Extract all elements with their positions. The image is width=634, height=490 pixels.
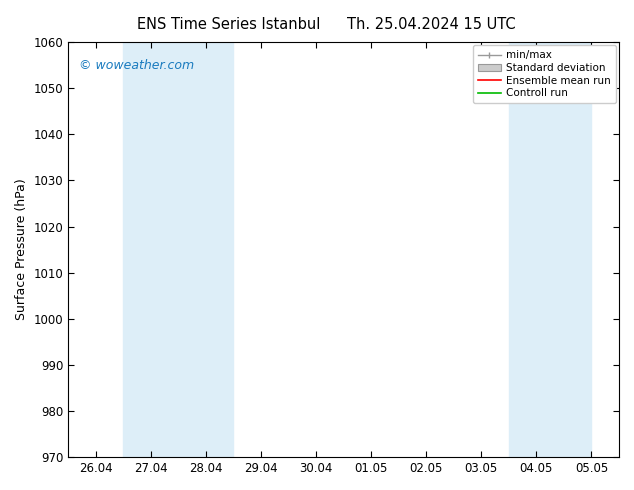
Text: Th. 25.04.2024 15 UTC: Th. 25.04.2024 15 UTC (347, 17, 515, 32)
Legend: min/max, Standard deviation, Ensemble mean run, Controll run: min/max, Standard deviation, Ensemble me… (472, 45, 616, 103)
Bar (123, 42, 233, 457)
Text: © woweather.com: © woweather.com (79, 59, 194, 72)
Bar (509, 42, 592, 457)
Y-axis label: Surface Pressure (hPa): Surface Pressure (hPa) (15, 179, 28, 320)
Text: ENS Time Series Istanbul: ENS Time Series Istanbul (136, 17, 320, 32)
